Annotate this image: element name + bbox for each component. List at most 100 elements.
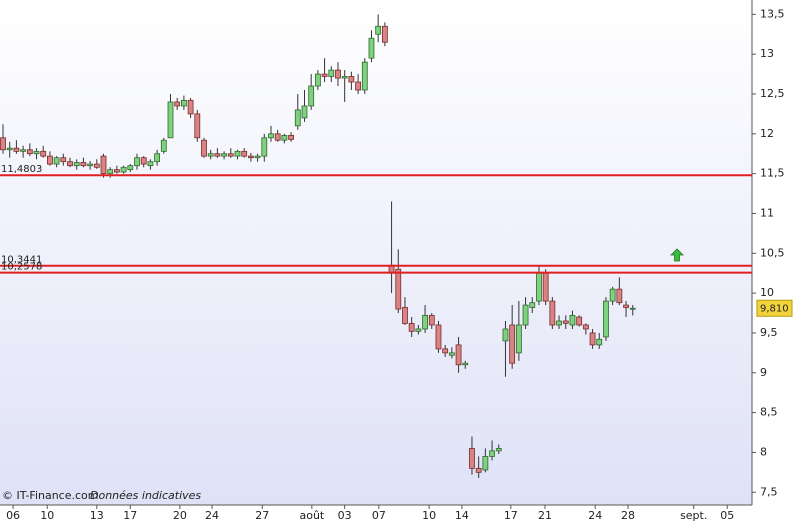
candle-body — [114, 169, 120, 173]
candle-body — [341, 76, 348, 79]
last-price-box — [756, 299, 793, 317]
candle-body — [6, 147, 13, 151]
candle-body — [603, 300, 609, 338]
candle-body — [247, 155, 254, 159]
candle-body — [515, 324, 522, 354]
plot-background — [0, 0, 752, 505]
candle-body — [107, 169, 114, 175]
candle-body — [60, 157, 67, 163]
candle-body — [609, 288, 616, 302]
level-label: 10,2578 — [1, 262, 42, 273]
candle-body — [368, 37, 375, 59]
candle-body — [582, 324, 589, 330]
x-tick-label: 27 — [255, 509, 269, 522]
candle-body — [562, 320, 569, 324]
candle-body — [227, 153, 234, 157]
x-tick-label: 10 — [40, 509, 54, 522]
candle-body — [26, 149, 33, 155]
candle-body — [194, 113, 201, 139]
candle-body — [127, 165, 134, 171]
candle-body — [469, 448, 475, 469]
candle-body — [308, 85, 315, 107]
y-tick-label: 9 — [760, 366, 767, 379]
candle-body — [254, 155, 261, 159]
candle-body — [549, 300, 556, 326]
x-tick-label: 06 — [6, 509, 20, 522]
candle-body — [147, 161, 154, 167]
candle-body — [415, 328, 422, 332]
candle-body — [576, 316, 583, 326]
candle-body — [348, 76, 355, 83]
source: © IT-Finance.com — [2, 489, 99, 502]
y-tick-label: 8 — [760, 445, 767, 458]
candle-body — [207, 153, 214, 157]
candle-body — [462, 362, 469, 366]
level-label: 11,4803 — [1, 164, 42, 175]
level-label: 10,3441 — [1, 255, 42, 266]
y-tick-label: 13,5 — [760, 7, 785, 20]
x-tick-label: 17 — [504, 509, 518, 522]
candle-body — [489, 450, 495, 457]
x-tick-label: 21 — [538, 509, 552, 522]
candle-body — [402, 307, 408, 324]
candle-body — [502, 328, 509, 342]
candle-body — [281, 135, 288, 141]
note: Données indicatives — [90, 489, 201, 502]
candle-body — [522, 304, 529, 326]
candle-body — [268, 133, 274, 139]
candle-body — [482, 456, 489, 471]
candle-body — [201, 139, 207, 157]
candle-body — [241, 150, 248, 157]
x-tick-label: sept. — [680, 509, 707, 522]
candle-body — [569, 315, 576, 326]
x-tick-label: 20 — [173, 509, 187, 522]
candle-body — [73, 162, 80, 167]
candle-body — [288, 135, 294, 140]
candle-body — [616, 288, 623, 304]
candle-body — [536, 272, 542, 302]
candle-body — [408, 322, 415, 332]
candle-body — [448, 352, 455, 356]
candle-body — [80, 162, 87, 167]
candle-body — [442, 348, 449, 354]
x-tick-label: 24 — [205, 509, 219, 522]
candle-body — [274, 133, 281, 141]
candle-body — [167, 101, 174, 139]
candle-body — [428, 315, 435, 326]
x-tick-label: 10 — [422, 509, 436, 522]
y-tick-label: 8,5 — [760, 406, 778, 419]
x-tick-label: 28 — [621, 509, 635, 522]
candle-body — [589, 332, 596, 346]
candle-body — [261, 137, 268, 157]
x-tick-label: 03 — [338, 509, 352, 522]
candle-body — [180, 99, 187, 107]
candle-body — [120, 166, 127, 173]
candle-body — [140, 157, 147, 165]
x-tick-label: 13 — [90, 509, 104, 522]
candle-body — [0, 137, 6, 151]
candle-body — [93, 163, 100, 168]
candle-body — [529, 302, 536, 308]
candle-body — [629, 307, 636, 310]
candle-body — [214, 153, 221, 157]
y-tick-label: 11,5 — [760, 167, 785, 180]
candle-body — [40, 150, 47, 157]
y-tick-label: 12 — [760, 127, 774, 140]
candle-body — [221, 153, 227, 157]
signal-arrow — [670, 248, 684, 262]
candle-body — [67, 161, 73, 167]
candle-body — [475, 467, 482, 473]
x-tick-label: 07 — [372, 509, 386, 522]
candle-body — [542, 272, 549, 302]
x-tick-label: 24 — [588, 509, 602, 522]
candle-body — [47, 155, 53, 165]
candle-body — [314, 73, 321, 87]
y-tick-label: 7,5 — [760, 485, 778, 498]
candle-body — [435, 324, 442, 350]
candle-body — [556, 320, 562, 326]
candle-body — [596, 338, 603, 346]
candle-body — [355, 81, 361, 91]
candle-body — [20, 149, 27, 152]
x-tick-label: 05 — [720, 509, 734, 522]
